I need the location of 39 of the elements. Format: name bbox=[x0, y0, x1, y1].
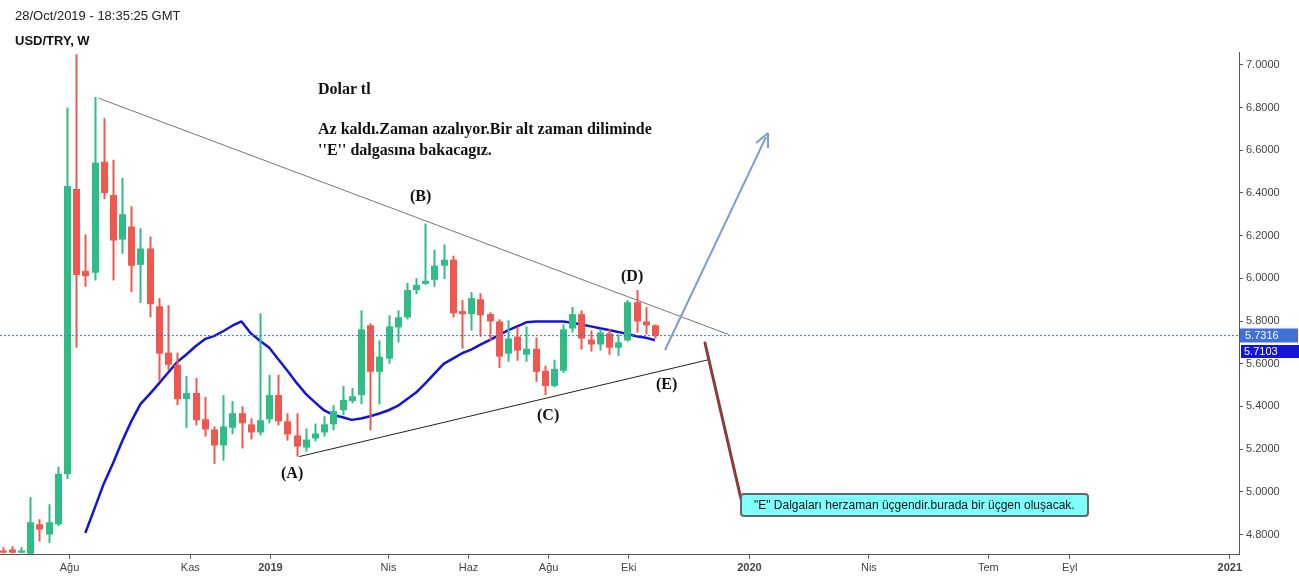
annotation: "E" Dalgaları herzaman üçgendir.burada bir üçgen oluşacak. bbox=[740, 493, 1089, 517]
x-tick-label: Eyl bbox=[1062, 561, 1078, 574]
annotation: Dolar tl bbox=[318, 79, 372, 99]
x-tick-label: Ağu bbox=[538, 561, 559, 574]
x-tick-label: 2020 bbox=[737, 561, 762, 574]
candlestick bbox=[459, 300, 466, 349]
annotation: (C) bbox=[537, 405, 560, 425]
ref-line-label: 5.7316 bbox=[1245, 328, 1279, 341]
y-tick-label: 5.4000 bbox=[1246, 399, 1280, 412]
y-tick-label: 6.4000 bbox=[1246, 185, 1280, 198]
x-tick-label: Nis bbox=[860, 561, 878, 574]
x-tick-label: Nis bbox=[380, 561, 397, 574]
x-tick-label: 2021 bbox=[1217, 561, 1243, 574]
text: 5.7103 bbox=[1241, 345, 1299, 358]
y-tick-label: 6.6000 bbox=[1246, 143, 1280, 156]
x-tick-label: Haz bbox=[458, 561, 479, 574]
y-tick-label: 5.6000 bbox=[1246, 356, 1280, 369]
text: 28/Oct/2019 - 18:35:25 GMT bbox=[15, 8, 182, 23]
y-tick-label: 5.2000 bbox=[1246, 442, 1280, 455]
x-tick-label: Kas bbox=[180, 561, 201, 574]
annotation: (D) bbox=[621, 266, 644, 286]
x-tick-label: Tem bbox=[977, 561, 999, 574]
candlestick bbox=[422, 223, 429, 285]
x-tick-label: Ağu bbox=[59, 561, 80, 574]
y-tick-label: 7.0000 bbox=[1246, 57, 1280, 70]
y-tick-label: 5.8000 bbox=[1246, 314, 1280, 327]
annotation: (E) bbox=[656, 374, 678, 394]
annotation: (B) bbox=[410, 186, 432, 206]
candlestick bbox=[82, 234, 89, 287]
y-tick-label: 4.8000 bbox=[1246, 527, 1280, 540]
x-tick-label: Eki bbox=[621, 561, 637, 574]
x-tick-label: 2019 bbox=[258, 561, 283, 574]
y-tick-label: 6.2000 bbox=[1246, 228, 1280, 241]
y-tick-label: 5.0000 bbox=[1246, 484, 1280, 497]
y-tick-label: 6.8000 bbox=[1246, 100, 1280, 113]
chart-title: USD/TRY, W bbox=[15, 33, 90, 48]
annotation: (A) bbox=[281, 463, 304, 483]
y-tick-label: 6.0000 bbox=[1246, 271, 1280, 284]
annotation: Az kaldı.Zaman azalıyor.Bir alt zaman diliminde ''E'' dalgasına bakacagız. bbox=[318, 119, 653, 160]
